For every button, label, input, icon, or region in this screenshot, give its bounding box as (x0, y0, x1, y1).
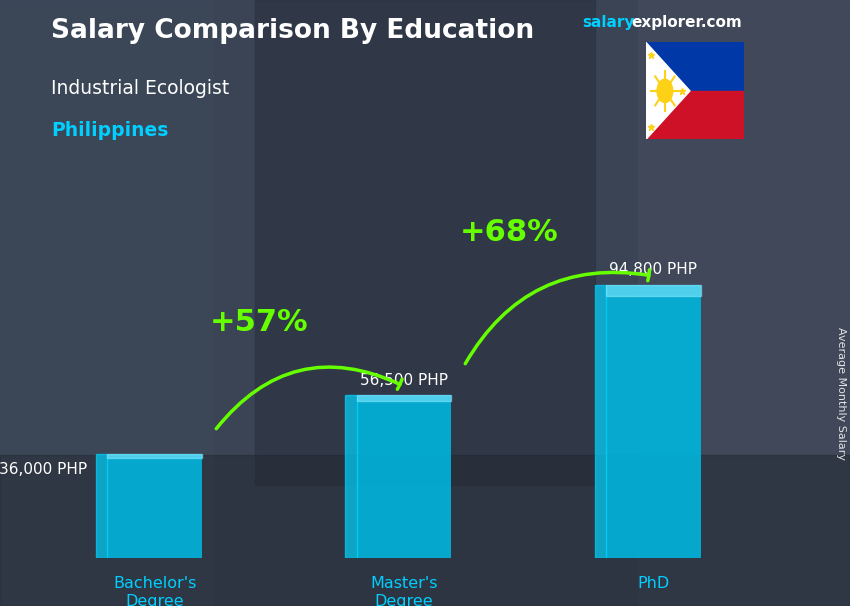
Bar (107, 454, 202, 558)
Bar (0, 0, 212, 606)
Circle shape (657, 79, 672, 102)
Polygon shape (646, 42, 690, 139)
Bar (0, 454, 850, 606)
Text: Philippines: Philippines (51, 121, 168, 140)
Text: +68%: +68% (459, 218, 558, 247)
Text: 94,800 PHP: 94,800 PHP (609, 262, 697, 278)
Bar (595, 285, 606, 558)
Bar (606, 285, 700, 296)
Bar (357, 395, 451, 558)
Text: salary: salary (582, 15, 635, 30)
Bar (255, 0, 595, 485)
Bar (357, 395, 451, 401)
Bar (96, 454, 107, 558)
Text: 56,500 PHP: 56,500 PHP (360, 373, 448, 388)
Text: Salary Comparison By Education: Salary Comparison By Education (51, 18, 534, 44)
Bar (646, 42, 744, 91)
Bar (646, 91, 744, 139)
Text: explorer.com: explorer.com (632, 15, 742, 30)
Bar (638, 0, 850, 606)
Bar (107, 454, 202, 458)
Bar (345, 395, 357, 558)
Text: 36,000 PHP: 36,000 PHP (0, 462, 88, 477)
Bar (606, 285, 700, 558)
Text: Average Monthly Salary: Average Monthly Salary (836, 327, 846, 461)
Text: Industrial Ecologist: Industrial Ecologist (51, 79, 230, 98)
Text: +57%: +57% (210, 308, 309, 338)
